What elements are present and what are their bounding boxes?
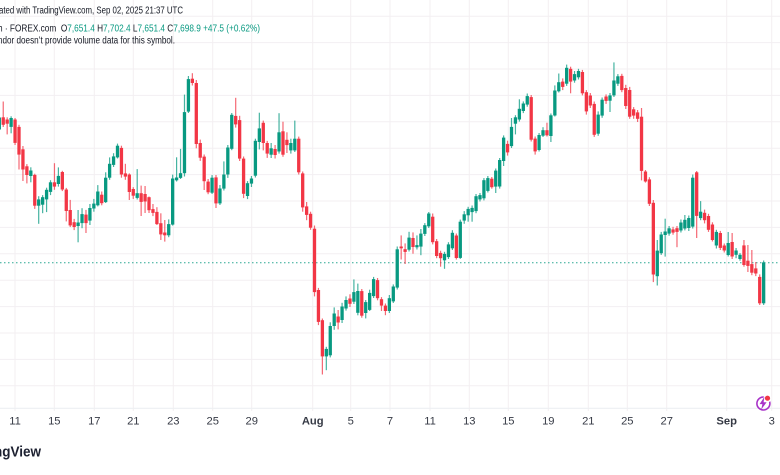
svg-text:29: 29 xyxy=(245,416,257,428)
svg-text:25: 25 xyxy=(621,416,633,428)
svg-text:23: 23 xyxy=(167,416,179,428)
svg-text:3: 3 xyxy=(769,416,775,428)
svg-text:5: 5 xyxy=(348,416,354,428)
svg-text:Sep: Sep xyxy=(716,416,737,428)
svg-text:19: 19 xyxy=(542,416,554,428)
svg-text:17: 17 xyxy=(88,416,100,428)
svg-text:ndor doesn’t provide volume da: ndor doesn’t provide volume data for thi… xyxy=(0,36,175,47)
svg-text:Aug: Aug xyxy=(302,416,324,428)
svg-text:21: 21 xyxy=(127,416,139,428)
svg-text:h · FOREX.com O7,651.4 H7,702: h · FOREX.com O7,651.4 H7,702.4 L7,651.4… xyxy=(0,24,260,35)
svg-text:11: 11 xyxy=(424,416,436,428)
svg-text:ated with TradingView.com, Sep: ated with TradingView.com, Sep 02, 2025 … xyxy=(0,6,183,17)
svg-text:25: 25 xyxy=(206,416,218,428)
svg-text:13: 13 xyxy=(463,416,475,428)
svg-text:15: 15 xyxy=(48,416,60,428)
svg-text:15: 15 xyxy=(502,416,514,428)
svg-text:27: 27 xyxy=(660,416,672,428)
svg-text:11: 11 xyxy=(9,416,21,428)
svg-text:7: 7 xyxy=(387,416,393,428)
svg-text:21: 21 xyxy=(582,416,594,428)
svg-text:ngView: ngView xyxy=(0,444,41,461)
